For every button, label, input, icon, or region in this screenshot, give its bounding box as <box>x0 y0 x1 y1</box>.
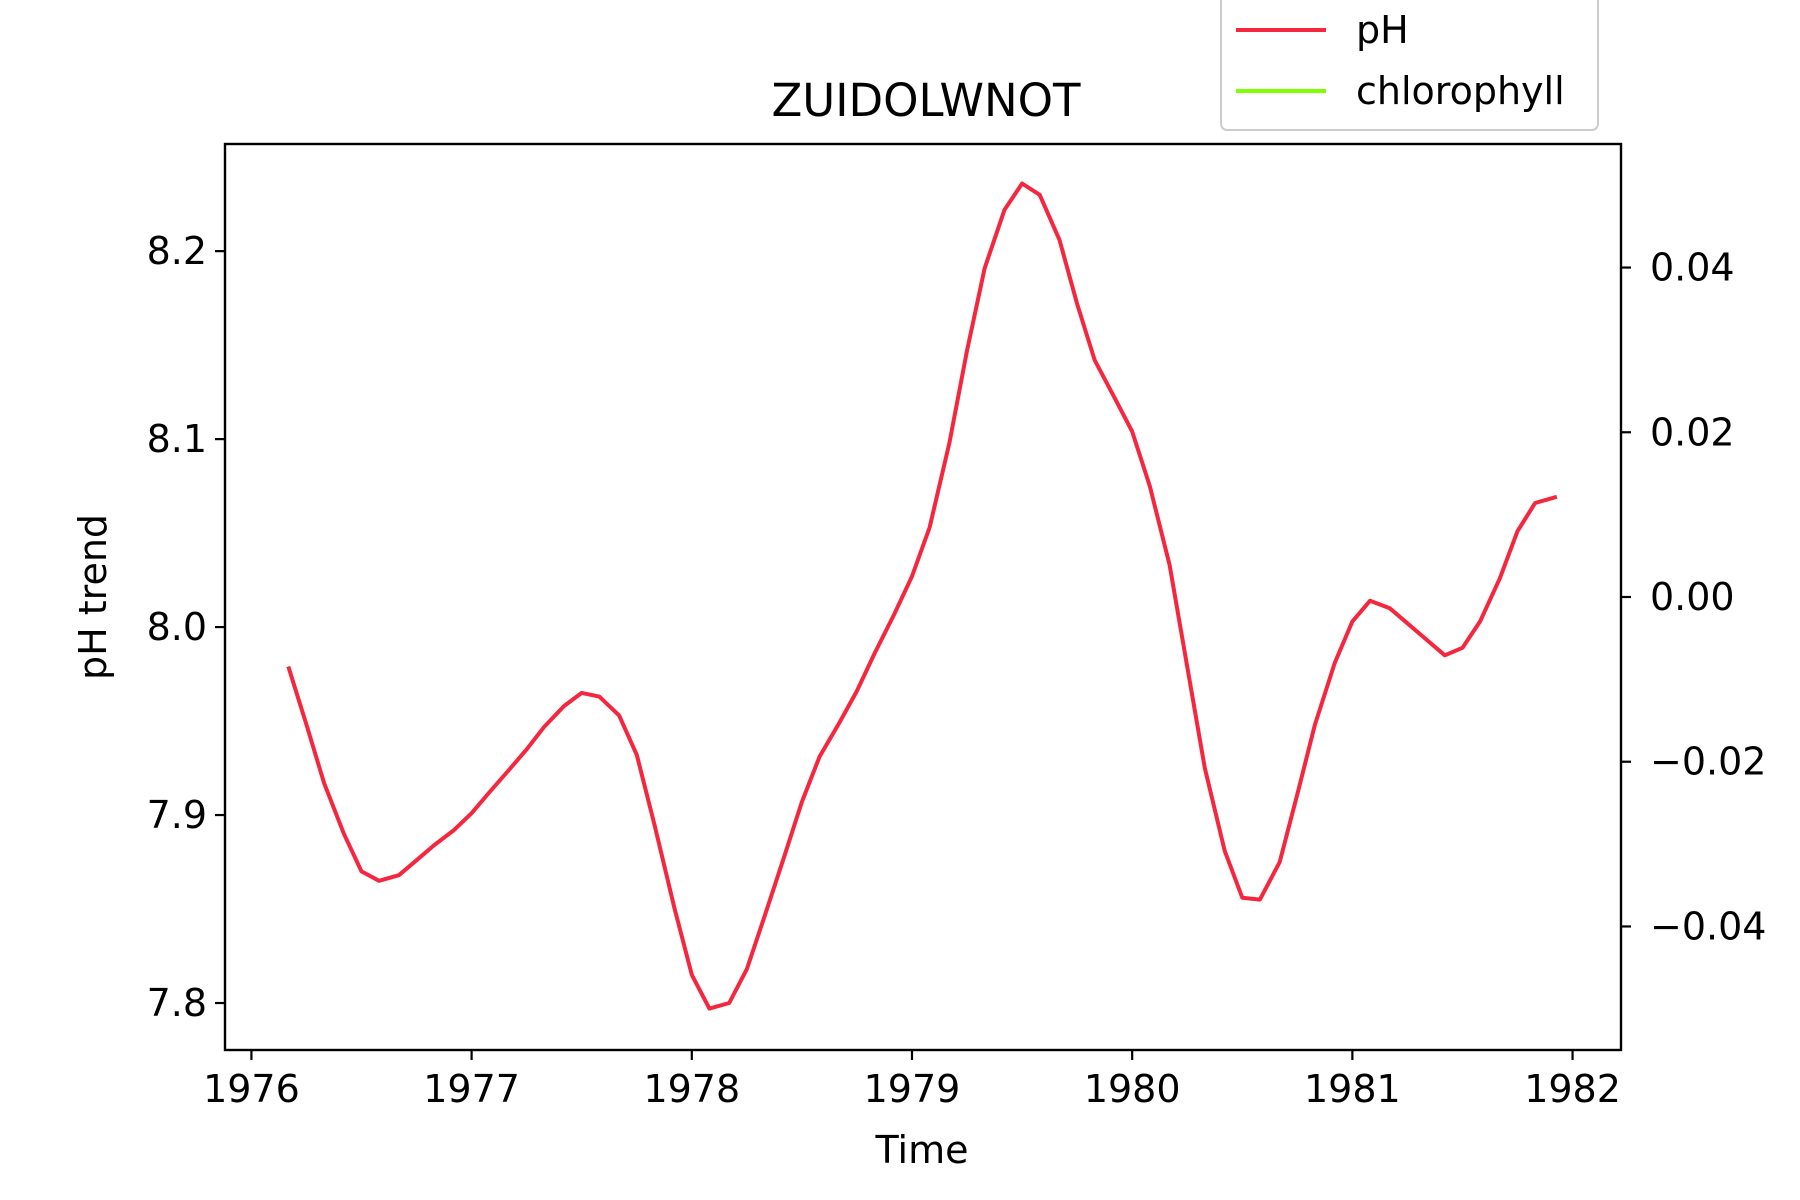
legend-label-ph: pH <box>1356 8 1409 52</box>
y2-tick-label: 0.02 <box>1650 410 1735 454</box>
chart-title: ZUIDOLWNOT <box>771 74 1081 127</box>
legend: pH chlorophyll <box>1220 0 1599 131</box>
y2-tick-label: −0.04 <box>1650 904 1766 948</box>
x-tick-label: 1979 <box>864 1067 961 1111</box>
y2-tick-label: 0.04 <box>1650 246 1735 290</box>
y2-tick-label: −0.02 <box>1650 740 1766 784</box>
y-tick-label: 7.9 <box>147 793 207 837</box>
series-layer <box>286 181 1558 1011</box>
y-tick-label: 8.1 <box>147 417 207 461</box>
x-axis-label: Time <box>875 1128 969 1172</box>
legend-box <box>1220 0 1599 131</box>
y-tick-label: 7.8 <box>147 981 207 1025</box>
y-tick-label: 8.2 <box>147 229 207 273</box>
y-axis-label: pH trend <box>71 514 115 680</box>
y2-tick-label: 0.00 <box>1650 575 1735 619</box>
legend-label-chlorophyll: chlorophyll <box>1356 69 1565 113</box>
x-tick-label: 1978 <box>643 1067 740 1111</box>
x-tick-label: 1982 <box>1524 1067 1621 1111</box>
x-tick-label: 1976 <box>203 1067 300 1111</box>
x-tick-label: 1981 <box>1304 1067 1401 1111</box>
series-line-ph <box>286 181 1558 1011</box>
y-tick-label: 8.0 <box>147 605 207 649</box>
x-tick-label: 1977 <box>423 1067 520 1111</box>
ticks-layer: 1976 1977 1978 1979 1980 1981 1982 7.8 7.9 8.0 8.1… <box>147 229 1767 1111</box>
plot-frame <box>223 142 1623 1052</box>
x-tick-label: 1980 <box>1084 1067 1181 1111</box>
